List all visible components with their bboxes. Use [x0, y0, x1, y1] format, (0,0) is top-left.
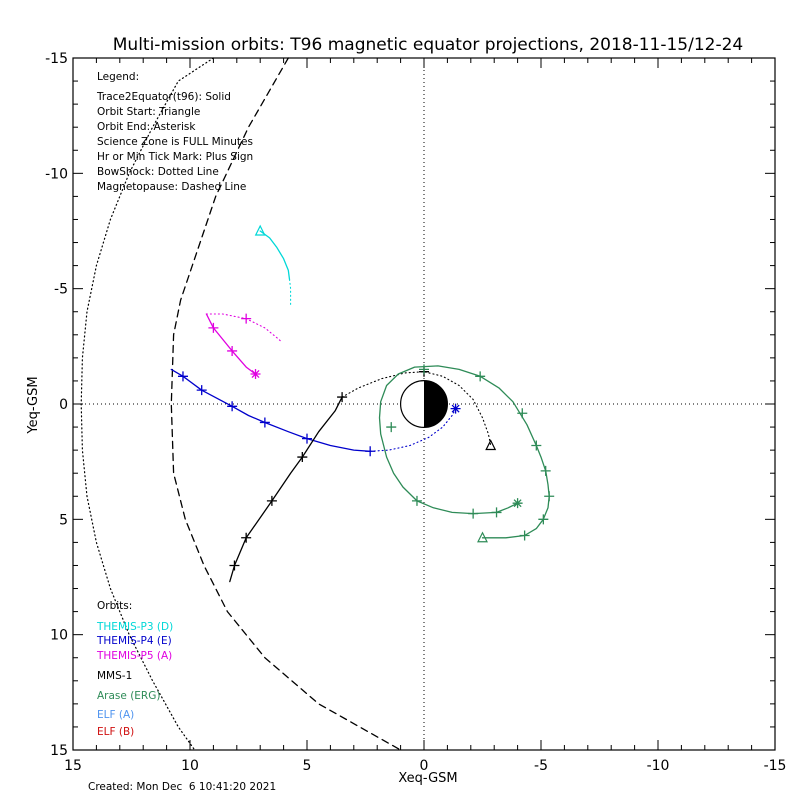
- y-tick-label: 0: [59, 397, 68, 413]
- x-tick-label: 5: [303, 758, 312, 774]
- y-tick-label: 5: [59, 512, 68, 528]
- orbit-solid-line: [259, 230, 291, 281]
- magnetopause-line: [170, 57, 402, 751]
- tick-mark-plus: [538, 514, 549, 525]
- orbit-end-asterisk: [512, 498, 523, 509]
- x-tick-label: -5: [534, 758, 548, 774]
- x-tick-label: 10: [181, 758, 199, 774]
- tick-mark-plus: [411, 495, 422, 506]
- plot-frame: 15 10 5 0 -5 -10 -15 -15 -10 -5 0 5 10 15: [45, 51, 786, 774]
- created-timestamp: Created: Mon Dec 6 10:41:20 2021: [88, 781, 276, 793]
- orbit-legend-themis-p5: THEMIS-P5 (A): [96, 650, 172, 662]
- orbits-legend: Orbits: THEMIS-P3 (D) THEMIS-P4 (E) THEM…: [96, 600, 173, 738]
- orbit-themis-p4-e: [170, 368, 461, 457]
- y-tick-label: -5: [54, 282, 68, 298]
- tick-mark-plus: [266, 495, 277, 506]
- orbit-dotted-line: [341, 371, 492, 447]
- tick-mark-plus: [227, 401, 238, 412]
- legend: Legend: Trace2Equator(t96): Solid Orbit …: [96, 71, 253, 193]
- orbit-start-triangle: [477, 531, 488, 543]
- orbit-legend-arase: Arase (ERG): [97, 690, 160, 702]
- tick-mark-plus: [227, 345, 238, 356]
- tick-mark-plus: [177, 371, 188, 382]
- orbit-end-asterisk: [250, 369, 261, 380]
- tick-mark-plus: [419, 364, 429, 375]
- earth-night-side: [424, 380, 448, 428]
- tick-mark-plus: [229, 560, 240, 571]
- zero-lines: [73, 58, 775, 750]
- orbit-start-triangle: [485, 439, 497, 451]
- tick-mark-plus: [491, 507, 502, 518]
- y-tick-label: 10: [50, 628, 68, 644]
- orbit-legend-themis-p4: THEMIS-P4 (E): [96, 635, 172, 647]
- tick-mark-plus: [544, 491, 555, 502]
- legend-item: Science Zone is FULL Minutes: [97, 136, 253, 148]
- chart-title: Multi-mission orbits: T96 magnetic equat…: [113, 35, 744, 55]
- orbit-legend-themis-p3: THEMIS-P3 (D): [96, 621, 173, 633]
- orbit-arase-erg: [378, 364, 555, 543]
- tick-mark-plus: [208, 322, 219, 333]
- x-tick-label: 0: [420, 758, 429, 774]
- orbit-dotted-line: [369, 408, 457, 452]
- x-axis-label: Xeq-GSM: [398, 771, 457, 786]
- orbit-legend-elf-b: ELF (B): [97, 726, 134, 738]
- tick-mark-plus: [540, 465, 551, 476]
- orbits-legend-heading: Orbits:: [97, 600, 132, 612]
- legend-item: Hr or Min Tick Mark: Plus Sign: [97, 151, 253, 163]
- legend-item: Trace2Equator(t96): Solid: [96, 91, 231, 103]
- orbit-legend-mms-1: MMS-1: [97, 670, 132, 682]
- x-tick-label: -15: [764, 758, 787, 774]
- tick-mark-plus: [519, 530, 530, 541]
- y-tick-label: 15: [50, 743, 68, 759]
- tick-mark-plus: [337, 392, 348, 403]
- tick-mark-plus: [297, 452, 308, 463]
- tick-mark-plus: [196, 385, 207, 396]
- orbit-themis-p5-a: [205, 313, 282, 380]
- y-tick-label: -10: [45, 166, 68, 182]
- tick-mark-plus: [386, 422, 397, 433]
- orbit-end-asterisk: [450, 403, 461, 414]
- tick-mark-plus: [302, 433, 312, 444]
- orbit-themis-p3-d: [254, 224, 292, 306]
- earth-symbol: [400, 380, 449, 429]
- legend-item: Orbit Start: Triangle: [97, 106, 200, 118]
- tick-mark-plus: [517, 408, 528, 419]
- orbit-series: [170, 224, 555, 583]
- tick-mark-plus: [259, 417, 270, 428]
- tick-mark-plus: [365, 446, 376, 457]
- legend-item: BowShock: Dotted Line: [97, 166, 219, 178]
- legend-item: Orbit End: Asterisk: [97, 121, 196, 133]
- tick-mark-plus: [241, 313, 252, 324]
- tick-mark-plus: [531, 440, 542, 451]
- orbit-solid-line: [378, 365, 550, 539]
- tick-mark-plus: [475, 371, 486, 382]
- orbit-start-triangle: [254, 224, 266, 236]
- orbit-legend-elf-a: ELF (A): [97, 709, 134, 721]
- x-tick-label: -10: [647, 758, 670, 774]
- orbit-dotted-line: [288, 278, 292, 306]
- legend-item: Magnetopause: Dashed Line: [97, 181, 246, 193]
- y-tick-label: -15: [45, 51, 68, 67]
- x-tick-label: 15: [64, 758, 82, 774]
- legend-heading: Legend:: [97, 71, 139, 83]
- y-axis-label: Yeq-GSM: [26, 376, 41, 434]
- orbit-dotted-line: [205, 313, 282, 343]
- tick-mark-plus: [241, 532, 252, 543]
- orbit-solid-line: [229, 396, 343, 583]
- tick-mark-plus: [468, 508, 479, 519]
